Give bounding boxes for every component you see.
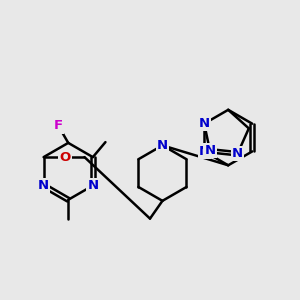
Text: N: N [87, 179, 98, 192]
Text: N: N [199, 145, 210, 158]
Text: F: F [54, 119, 63, 133]
Text: N: N [199, 117, 210, 130]
Text: N: N [232, 147, 243, 160]
Text: N: N [204, 144, 215, 157]
Text: O: O [59, 151, 70, 164]
Text: N: N [38, 179, 49, 192]
Text: N: N [157, 139, 168, 152]
